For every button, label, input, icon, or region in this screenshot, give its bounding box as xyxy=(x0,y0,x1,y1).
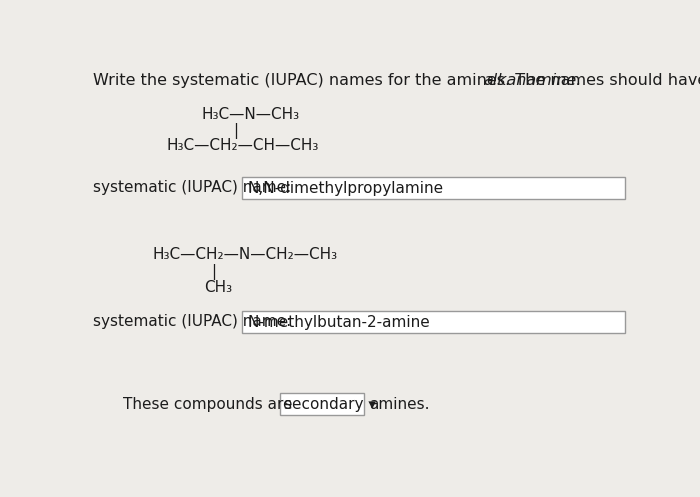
Text: N-methylbutan-2-amine: N-methylbutan-2-amine xyxy=(248,315,430,330)
Text: Write the systematic (IUPAC) names for the amines. The names should have the for: Write the systematic (IUPAC) names for t… xyxy=(93,73,700,88)
Text: CH₃: CH₃ xyxy=(204,280,232,295)
Text: H₃C—N—CH₃: H₃C—N—CH₃ xyxy=(202,107,300,122)
Text: These compounds are: These compounds are xyxy=(122,397,293,412)
Text: alkanamine.: alkanamine. xyxy=(484,73,582,88)
Text: H₃C—CH₂—N—CH₂—CH₃: H₃C—CH₂—N—CH₂—CH₃ xyxy=(153,247,337,262)
Text: systematic (IUPAC) name:: systematic (IUPAC) name: xyxy=(93,314,291,330)
Text: |: | xyxy=(233,123,238,139)
FancyBboxPatch shape xyxy=(242,311,624,333)
FancyBboxPatch shape xyxy=(242,177,624,199)
Text: secondary ▾: secondary ▾ xyxy=(284,397,376,412)
Text: N,N-dimethylpropylamine: N,N-dimethylpropylamine xyxy=(248,181,444,196)
Text: systematic (IUPAC) name:: systematic (IUPAC) name: xyxy=(93,180,291,195)
FancyBboxPatch shape xyxy=(280,393,364,415)
Text: |: | xyxy=(211,264,216,280)
Text: H₃C—CH₂—CH—CH₃: H₃C—CH₂—CH—CH₃ xyxy=(166,138,318,153)
Text: amines.: amines. xyxy=(370,397,430,412)
